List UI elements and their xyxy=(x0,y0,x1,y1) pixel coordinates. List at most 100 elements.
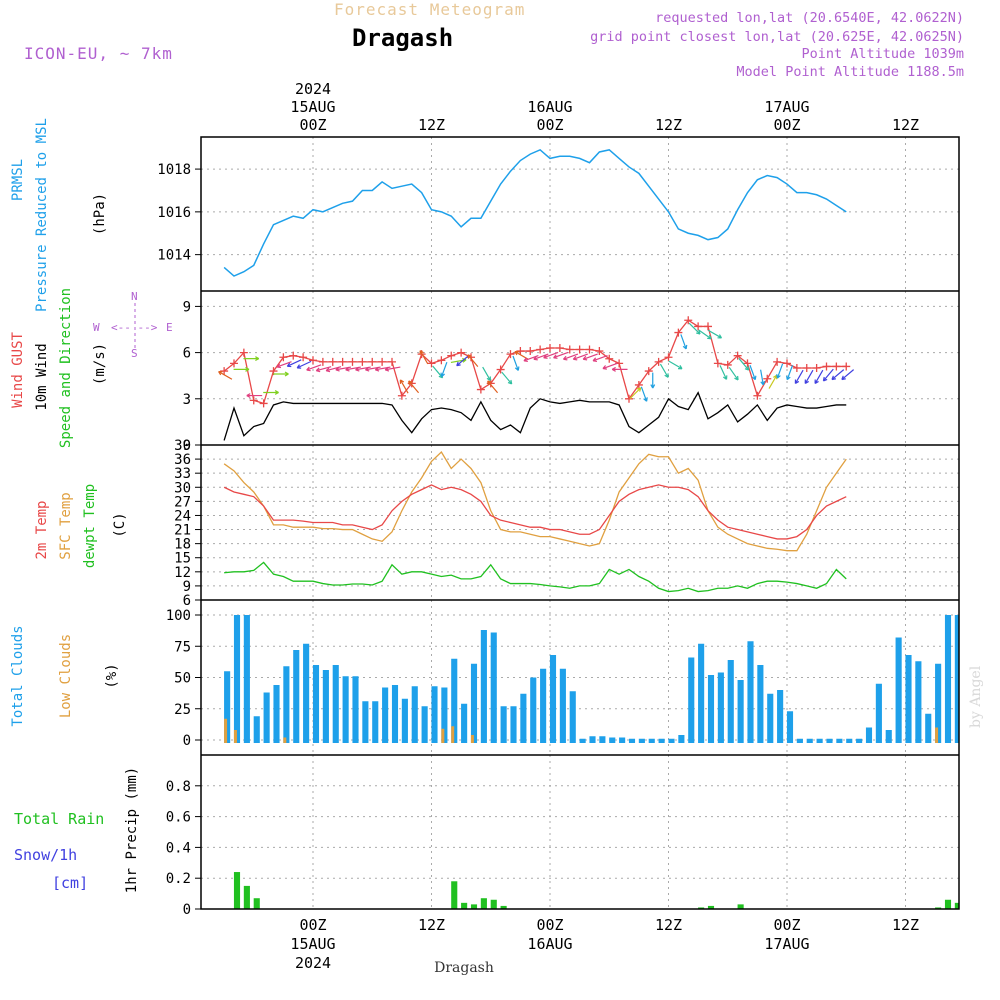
y-tick-label: 0.4 xyxy=(166,840,191,856)
dewpt-label: dewpt Temp xyxy=(82,484,98,568)
requested-coords: requested lon,lat (20.6540E, 42.0622N) xyxy=(655,10,964,26)
prmsl-label-2: Pressure Reduced to MSL xyxy=(34,118,50,312)
y-tick-label: 12 xyxy=(174,565,191,581)
wind-arrow xyxy=(562,353,579,361)
temp-2m-label: 2m Temp xyxy=(34,500,50,559)
gust-point xyxy=(328,357,337,366)
y-tick-label: 1016 xyxy=(157,205,191,221)
gust-point xyxy=(289,351,298,360)
compass-e: E xyxy=(166,321,173,334)
rain-bar xyxy=(233,872,241,909)
low-cloud-bar xyxy=(451,726,455,743)
wind-arrow xyxy=(659,363,669,378)
gridpoint-coords: grid point closest lon,lat (20.625E, 42.… xyxy=(590,29,964,45)
gust-point xyxy=(694,322,703,331)
wind-arrow xyxy=(543,351,559,359)
total-cloud-bar xyxy=(727,660,734,743)
top-time-label: 00Z xyxy=(773,116,800,134)
wind-arrow xyxy=(668,360,683,370)
top-time-label: 17AUG xyxy=(764,98,809,116)
gust-point xyxy=(783,359,791,368)
temp-unit: (C) xyxy=(112,512,128,537)
wind-arrow xyxy=(246,393,263,399)
top-time-label: 12Z xyxy=(655,116,682,134)
y-tick-label: 3 xyxy=(183,392,191,408)
rain-bar xyxy=(490,899,497,909)
total-cloud-bar xyxy=(698,643,705,743)
gust-point xyxy=(792,364,801,372)
top-time-label: 15AUG xyxy=(290,98,335,116)
y-tick-label: 0.6 xyxy=(166,810,191,826)
total-cloud-bar xyxy=(500,706,507,743)
total-cloud-bar xyxy=(856,738,863,743)
wind-arrow xyxy=(263,390,279,395)
wind-arrow xyxy=(629,387,642,400)
gust-point xyxy=(812,364,821,372)
location-title: Dragash xyxy=(352,24,454,52)
compass-s: S xyxy=(131,347,138,360)
point-altitude: Point Altitude 1039m xyxy=(801,46,964,62)
wind-arrow xyxy=(719,365,728,380)
total-cloud-bar xyxy=(757,665,764,743)
wind-arrow xyxy=(707,329,723,339)
low-cloud-bar xyxy=(935,727,939,743)
y-tick-label: 30 xyxy=(174,480,191,496)
prmsl-label: PRMSL xyxy=(10,159,26,201)
gust-point xyxy=(388,357,396,366)
bottom-time-label: 2024 xyxy=(295,954,331,972)
total-cloud-bar xyxy=(431,686,438,743)
gust-line xyxy=(223,319,847,405)
wind-arrow xyxy=(680,334,688,350)
total-cloud-bar xyxy=(253,716,260,743)
low-cloud-bar xyxy=(224,718,228,743)
gust-point xyxy=(753,391,762,400)
chart-frame xyxy=(200,136,960,910)
total-cloud-bar xyxy=(461,703,468,743)
y-tick-label: 0 xyxy=(183,733,191,749)
total-cloud-bar xyxy=(668,738,675,743)
total-cloud-bar xyxy=(796,738,803,743)
y-tick-label: 75 xyxy=(174,639,191,655)
wind-speed-line xyxy=(223,391,847,441)
rain-bar xyxy=(500,905,507,909)
wind-arrow xyxy=(822,368,834,382)
gust-point xyxy=(309,356,317,365)
gust-point xyxy=(447,351,456,360)
clouds-unit: (%) xyxy=(104,663,120,688)
total-cloud-bar xyxy=(382,687,389,743)
gust-point xyxy=(437,356,446,365)
total-cloud-bar xyxy=(826,738,833,743)
total-cloud-bar xyxy=(658,738,665,743)
total-cloud-bar xyxy=(559,668,566,743)
total-cloud-bar xyxy=(224,671,231,743)
wind-arrow xyxy=(572,353,588,361)
total-cloud-bar xyxy=(609,737,616,743)
total-cloud-bar xyxy=(816,738,823,743)
wind-arrow xyxy=(841,369,855,381)
total-cloud-bar xyxy=(372,701,379,743)
gust-point xyxy=(763,374,772,383)
wind-arrow xyxy=(315,366,332,373)
gust-point xyxy=(526,347,535,356)
rain-bar xyxy=(461,902,468,909)
wind-arrow xyxy=(760,369,766,386)
bottom-time-label: 00Z xyxy=(773,916,800,934)
precip-unit: 1hr Precip (mm) xyxy=(124,767,140,893)
total-cloud-bar xyxy=(836,738,843,743)
wind-arrow xyxy=(296,360,312,369)
total-cloud-bar xyxy=(895,637,902,743)
low-cloud-bar xyxy=(470,735,474,743)
y-tick-label: 1014 xyxy=(157,248,191,264)
y-tick-label: 100 xyxy=(166,608,191,624)
gust-point xyxy=(743,359,752,368)
total-cloud-bar xyxy=(648,738,655,743)
wind-arrow xyxy=(611,366,628,372)
total-cloud-bar xyxy=(717,672,724,743)
total-cloud-bar xyxy=(352,676,359,743)
total-cloud-bar xyxy=(470,663,478,743)
total-cloud-bar xyxy=(846,738,853,743)
wind-arrow xyxy=(218,370,233,380)
top-time-label: 12Z xyxy=(892,116,919,134)
top-time-label: 00Z xyxy=(299,116,326,134)
